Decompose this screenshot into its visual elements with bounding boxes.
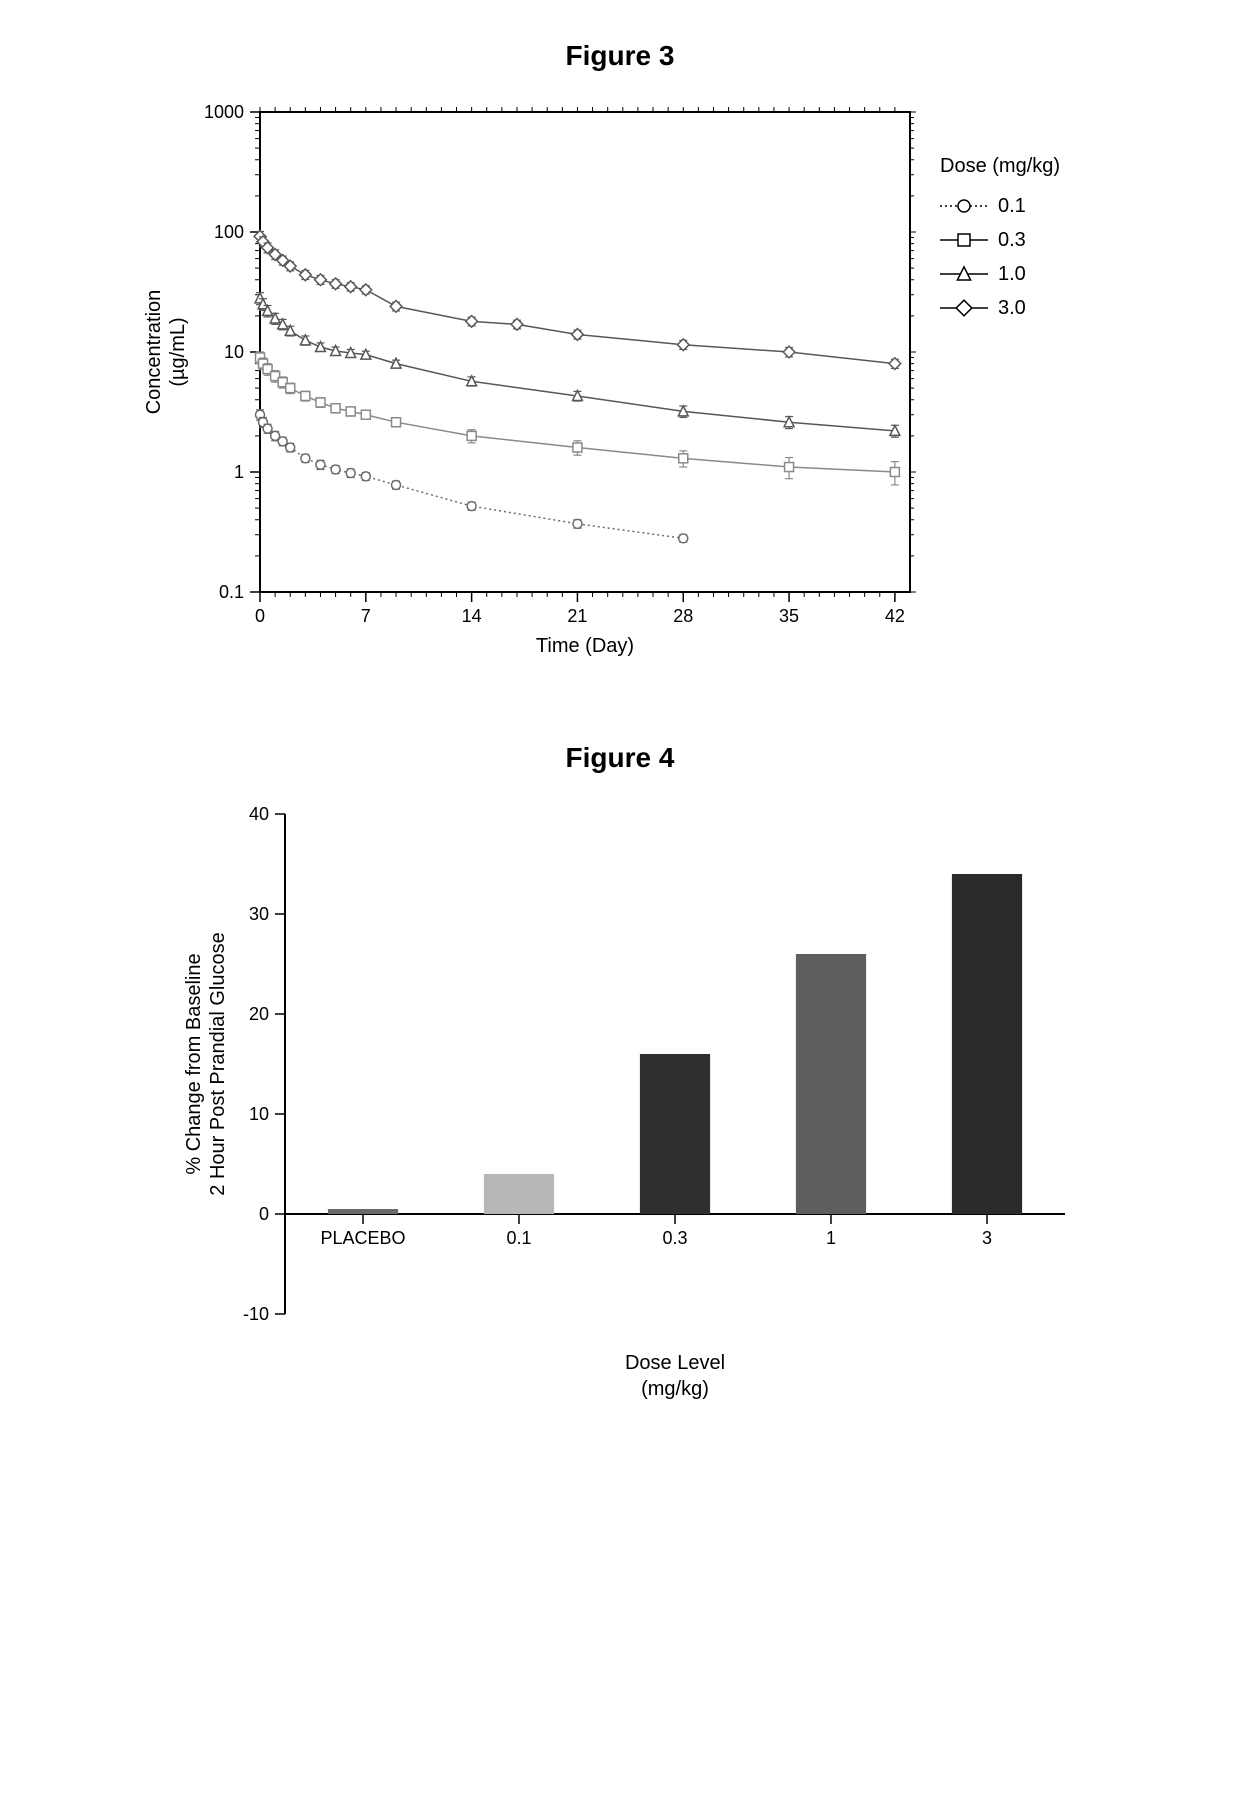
svg-text:0.3: 0.3 xyxy=(662,1228,687,1248)
svg-text:10: 10 xyxy=(224,342,244,362)
svg-text:40: 40 xyxy=(249,804,269,824)
figure4-chart: -10 0 10 20 30 40 % Change from Baseline2 Hour… xyxy=(135,794,1105,1424)
figure3-chart-wrap: 0 7 14 21 28 35 42 Time (Day) 0.1 1 10 100 1000 Conce… xyxy=(40,92,1200,682)
svg-text:% Change from Baseline2 Hour P: % Change from Baseline2 Hour Post Prandi… xyxy=(183,932,229,1195)
svg-text:PLACEBO: PLACEBO xyxy=(320,1228,405,1248)
svg-text:30: 30 xyxy=(249,904,269,924)
svg-text:3.0: 3.0 xyxy=(998,297,1026,319)
svg-text:1000: 1000 xyxy=(204,102,244,122)
svg-text:7: 7 xyxy=(361,606,371,626)
svg-text:0: 0 xyxy=(255,606,265,626)
svg-text:3: 3 xyxy=(982,1228,992,1248)
svg-text:0.1: 0.1 xyxy=(219,582,244,602)
svg-text:0.1: 0.1 xyxy=(998,195,1026,217)
svg-text:14: 14 xyxy=(462,606,482,626)
svg-text:Time (Day): Time (Day) xyxy=(536,635,634,657)
svg-text:28: 28 xyxy=(673,606,693,626)
svg-text:1.0: 1.0 xyxy=(998,263,1026,285)
svg-text:1: 1 xyxy=(234,462,244,482)
svg-text:100: 100 xyxy=(214,222,244,242)
svg-text:0.1: 0.1 xyxy=(506,1228,531,1248)
svg-text:21: 21 xyxy=(567,606,587,626)
figure4-title: Figure 4 xyxy=(40,742,1200,774)
svg-text:Dose (mg/kg): Dose (mg/kg) xyxy=(940,155,1060,177)
svg-text:0.3: 0.3 xyxy=(998,229,1026,251)
page: Figure 3 071421283542Time (Day)0.1110100… xyxy=(0,0,1240,1514)
figure3-title: Figure 3 xyxy=(40,40,1200,72)
figure3-chart: 0 7 14 21 28 35 42 Time (Day) 0.1 1 10 100 1000 Conce… xyxy=(100,92,1140,682)
svg-text:-10: -10 xyxy=(243,1304,269,1324)
svg-text:10: 10 xyxy=(249,1104,269,1124)
svg-text:1: 1 xyxy=(826,1228,836,1248)
svg-text:35: 35 xyxy=(779,606,799,626)
svg-text:0: 0 xyxy=(259,1204,269,1224)
figure4-chart-wrap: -10 0 10 20 30 40 % Change from Baseline2 Hour… xyxy=(40,794,1200,1424)
svg-text:42: 42 xyxy=(885,606,905,626)
svg-text:20: 20 xyxy=(249,1004,269,1024)
svg-text:Concentration(µg/mL): Concentration(µg/mL) xyxy=(143,290,189,415)
svg-text:Dose Level(mg/kg): Dose Level(mg/kg) xyxy=(625,1352,725,1400)
